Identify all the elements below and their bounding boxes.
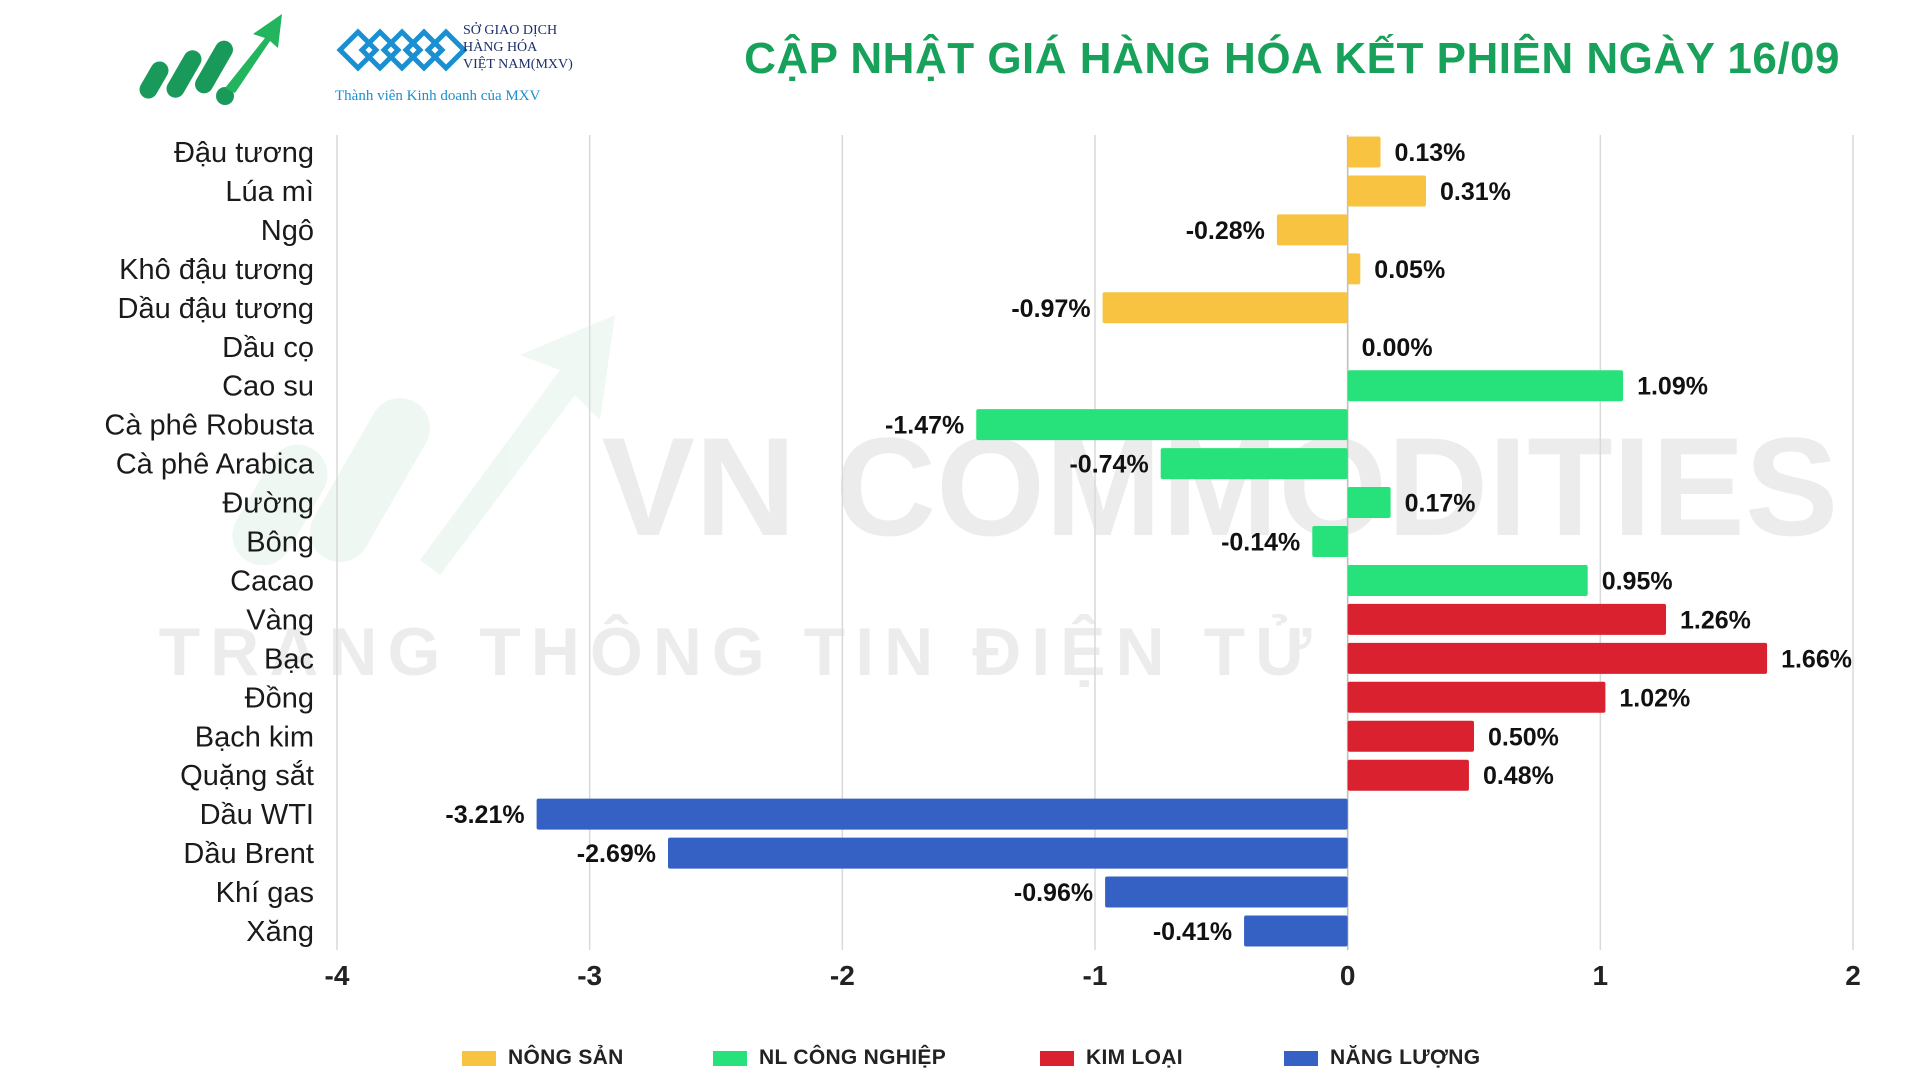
bar	[1347, 681, 1606, 713]
bar	[667, 837, 1348, 869]
category-label: Bạch kim	[195, 721, 314, 753]
bar	[1347, 136, 1381, 168]
bar	[1276, 214, 1348, 246]
bar	[1347, 759, 1469, 791]
bar	[976, 409, 1348, 441]
bar	[1347, 253, 1361, 285]
legend-swatch	[462, 1050, 496, 1066]
x-tick-label: 0	[1340, 960, 1356, 991]
value-label: 1.66%	[1781, 645, 1852, 673]
category-label: Vàng	[246, 604, 314, 636]
legend-label: KIM LOẠI	[1086, 1046, 1183, 1069]
value-label: -0.74%	[1069, 451, 1148, 479]
category-label: Ngô	[261, 215, 314, 247]
category-label: Đậu tương	[174, 137, 314, 169]
bar	[1347, 720, 1474, 752]
x-tick-label: -1	[1083, 960, 1108, 991]
value-label: -2.69%	[577, 840, 656, 868]
category-label: Cà phê Arabica	[116, 449, 315, 481]
legend-swatch	[713, 1050, 747, 1066]
value-labels: 0.13% 0.31% -0.28% 0.05% -0.97% 0.00% 1.09% -1.…	[445, 139, 1852, 946]
legend-item: NL CÔNG NGHIỆP	[713, 1046, 946, 1070]
legend-label: NL CÔNG NGHIỆP	[759, 1046, 946, 1069]
category-label: Dầu cọ	[222, 332, 314, 364]
brand-line-1: SỞ GIAO DỊCH	[463, 23, 558, 38]
brand-text: SỞ GIAO DỊCH HÀNG HÓA VIỆT NAM(MXV)	[463, 22, 573, 73]
mxv-logo-icon	[139, 14, 468, 105]
brand-line-2: HÀNG HÓA	[463, 40, 538, 55]
value-label: 0.50%	[1488, 723, 1559, 751]
value-label: 0.00%	[1362, 334, 1433, 362]
bar	[1160, 448, 1348, 480]
value-label: 1.26%	[1680, 606, 1751, 634]
category-label: Lúa mì	[225, 176, 314, 208]
value-label: -0.28%	[1186, 217, 1265, 245]
bar	[536, 798, 1348, 830]
brand-line-3: VIỆT NAM(MXV)	[463, 57, 573, 72]
legend-label: NĂNG LƯỢNG	[1330, 1046, 1481, 1069]
category-label: Cao su	[222, 371, 314, 403]
category-labels: Đậu tương Lúa mì Ngô Khô đậu tương Dầu đậu t…	[104, 137, 314, 948]
category-label: Đường	[222, 488, 314, 520]
legend-item: NÔNG SẢN	[462, 1046, 624, 1070]
legend-swatch	[1040, 1050, 1074, 1066]
legend-label: NÔNG SẢN	[508, 1046, 624, 1069]
category-label: Cà phê Robusta	[104, 410, 314, 442]
category-label: Xăng	[246, 916, 314, 948]
category-label: Cacao	[230, 565, 314, 597]
value-label: -1.47%	[885, 412, 964, 440]
bars	[536, 136, 1768, 947]
value-label: -0.41%	[1153, 918, 1232, 946]
category-label: Khô đậu tương	[119, 254, 314, 286]
legend-item: NĂNG LƯỢNG	[1284, 1046, 1480, 1070]
watermark-line-2: TRANG THÔNG TIN ĐIỆN TỬ	[159, 613, 1322, 690]
bar	[1312, 526, 1348, 557]
value-label: 0.48%	[1483, 762, 1554, 790]
value-label: 0.13%	[1395, 139, 1466, 167]
legend: NÔNG SẢN NL CÔNG NGHIỆP KIM LOẠI NĂNG LƯỢNG	[0, 1046, 1920, 1076]
category-label: Đồng	[245, 682, 314, 714]
bar	[1244, 915, 1348, 947]
value-label: 1.02%	[1619, 684, 1690, 712]
category-label: Quặng sắt	[180, 759, 314, 792]
value-label: 1.09%	[1637, 373, 1708, 401]
x-tick-label: -4	[325, 960, 350, 991]
legend-swatch	[1284, 1050, 1318, 1066]
value-label: 0.95%	[1602, 567, 1673, 595]
bar-chart: VN COMMODITIES TRANG THÔNG TIN ĐIỆN TỬ Đ…	[104, 135, 1861, 991]
bar	[1105, 876, 1348, 908]
category-label: Bông	[246, 527, 314, 559]
header: SỞ GIAO DỊCH HÀNG HÓA VIỆT NAM(MXV) Thàn…	[0, 0, 1920, 130]
value-label: 0.17%	[1405, 490, 1476, 518]
value-label: -0.97%	[1011, 295, 1090, 323]
watermark-logo-icon	[232, 315, 615, 575]
brand-subtitle: Thành viên Kinh doanh của MXV	[335, 88, 541, 104]
category-label: Khí gas	[216, 877, 314, 909]
x-tick-label: -2	[830, 960, 855, 991]
category-label: Dầu WTI	[200, 799, 314, 831]
bar	[1102, 292, 1348, 324]
category-label: Bạc	[264, 643, 314, 675]
bar	[1347, 603, 1667, 635]
value-label: -3.21%	[445, 801, 524, 829]
bar	[1347, 175, 1426, 207]
x-axis-ticks: -4 -3 -2 -1 0 1 2	[325, 960, 1861, 991]
x-tick-label: 1	[1593, 960, 1609, 991]
category-label: Dầu Brent	[183, 838, 314, 870]
page-title: CẬP NHẬT GIÁ HÀNG HÓA KẾT PHIÊN NGÀY 16/…	[744, 34, 1840, 83]
bar	[1347, 642, 1768, 674]
value-label: -0.96%	[1014, 879, 1093, 907]
value-label: -0.14%	[1221, 529, 1300, 557]
legend-item: KIM LOẠI	[1040, 1046, 1183, 1070]
category-label: Dầu đậu tương	[118, 293, 314, 325]
value-label: 0.31%	[1440, 178, 1511, 206]
x-tick-label: 2	[1845, 960, 1861, 991]
bar	[1347, 370, 1624, 402]
x-tick-label: -3	[577, 960, 602, 991]
bar	[1347, 487, 1391, 519]
bar	[1347, 564, 1588, 596]
value-label: 0.05%	[1374, 256, 1445, 284]
